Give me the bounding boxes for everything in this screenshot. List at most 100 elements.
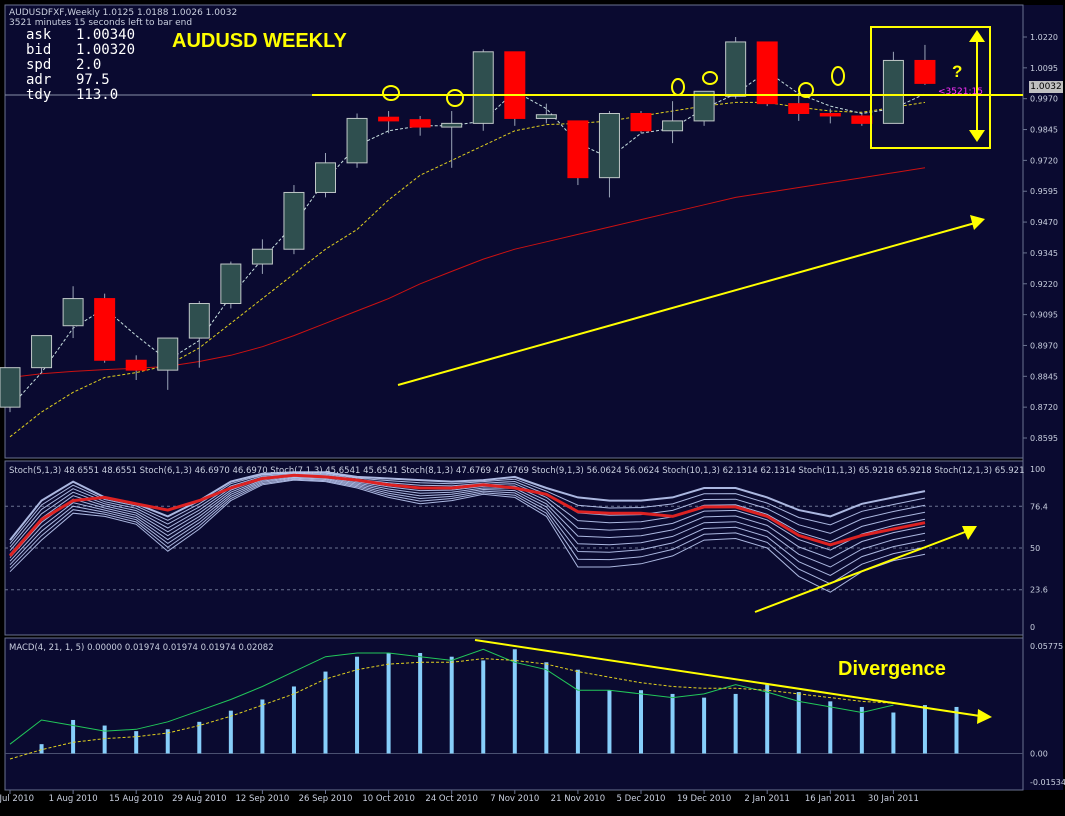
candle-body [882,59,904,124]
stoch-line [9,471,926,541]
stoch-y-tick: 100 [1030,465,1045,474]
macd-bar [165,729,170,754]
market-value: 97.5 [76,72,110,88]
macd-y-tick: 0.05775 [1030,642,1063,651]
candle-body [62,298,84,327]
stoch-highlight-line [8,473,926,557]
divergence-line [474,639,981,717]
macd-bar [39,744,44,754]
market-value: 113.0 [76,87,119,103]
macd-bar [102,725,107,754]
y-tick-label: 0.8595 [1030,434,1058,443]
marker-circle [702,71,718,85]
market-value: 1.00340 [76,27,136,43]
candle-body [567,120,589,179]
macd-bar [449,656,454,754]
candle-body [441,122,463,128]
macd-bar [418,652,423,754]
macd-bar [228,710,233,754]
stoch-y-tick: 0 [1030,623,1035,632]
chart-title-overlay: AUDUSD WEEKLY [172,30,347,52]
stoch-line [9,477,926,576]
stoch-line [9,475,926,555]
macd-bar [197,721,202,754]
bar-timer: 3521 minutes 15 seconds left to bar end [9,18,193,28]
market-row-bid: bid 1.00320 [26,43,135,58]
market-row-ask: ask 1.00340 [26,28,135,43]
macd-bar [512,649,517,754]
y-tick-label: 0.9595 [1030,187,1058,196]
macd-bar [954,706,959,754]
stoch-y-tick: 50 [1030,544,1040,553]
candle-body [315,162,336,193]
y-tick-label: 0.9095 [1030,311,1058,320]
candle-body [756,41,778,105]
candle-body [630,112,652,132]
stoch-line [9,473,926,548]
macd-bar [323,671,328,754]
stoch-line [9,472,926,544]
y-tick-label: 0.9470 [1030,218,1058,227]
candle-body [788,103,810,114]
macd-bar [796,692,801,754]
stoch-indicator-label: Stoch(5,1,3) 48.6551 48.6551 Stoch(6,1,3… [9,466,1024,476]
x-tick-label: 26 Sep 2010 [299,794,353,804]
macd-bar [922,705,927,754]
stoch-y-tick: 76.4 [1030,502,1048,511]
macd-bar [386,652,391,754]
divergence-arrow-head [977,709,992,724]
candle-body [346,117,368,164]
ma-fast-line [9,70,926,408]
market-key: adr [26,72,52,88]
x-tick-label: 5 Dec 2010 [617,794,666,804]
stoch-line [9,479,926,593]
y-tick-label: 0.9845 [1030,126,1058,135]
x-tick-label: 18 Jul 2010 [0,794,34,804]
macd-bar [260,699,265,754]
marker-circle [671,78,685,96]
down-arrow-head [969,130,985,142]
market-key: ask [26,27,52,43]
candle-body [94,298,116,361]
macd-bar [291,686,296,754]
marker-circle [831,66,845,86]
x-tick-label: 12 Sep 2010 [235,794,289,804]
x-tick-label: 19 Dec 2010 [677,794,731,804]
x-tick-label: 21 Nov 2010 [551,794,605,804]
macd-bar [544,662,549,754]
macd-line [9,648,894,745]
market-value: 2.0 [76,57,102,73]
stoch-y-tick: 23.6 [1030,586,1048,595]
macd-bar [607,690,612,754]
candle-body [819,112,841,117]
stoch-line [9,478,926,585]
price-axis [1023,5,1063,790]
y-tick-label: 1.0095 [1030,64,1058,73]
market-row-tdy: tdy 113.0 [26,88,135,103]
marker-circle [798,82,814,98]
candle-body [409,119,431,128]
stoch-arrow-line [754,531,966,613]
symbol-info: AUDUSDFXF,Weekly 1.0125 1.0188 1.0026 1.… [9,8,238,18]
question-mark-annotation: ? [952,62,963,81]
up-arrow-head [969,30,985,42]
highlight-box [870,26,991,149]
macd-bar [859,706,864,754]
candle-body [283,191,305,250]
candle-body [693,90,715,122]
market-key: tdy [26,87,52,103]
macd-bar [575,669,580,754]
y-tick-label: 0.9970 [1030,95,1058,104]
x-tick-label: 24 Oct 2010 [425,794,478,804]
price-timer-tag: <3521:15 [938,87,983,97]
candle-body [598,112,620,179]
candle-body [188,303,210,339]
market-key: bid [26,42,52,58]
macd-bar [891,712,896,754]
candle-body [662,120,684,132]
market-info-panel: ask 1.00340 bid 1.00320 spd 2.0 adr 97.5 tdy… [26,28,135,103]
trend-arrow-line [397,222,976,386]
macd-bar [134,731,139,754]
